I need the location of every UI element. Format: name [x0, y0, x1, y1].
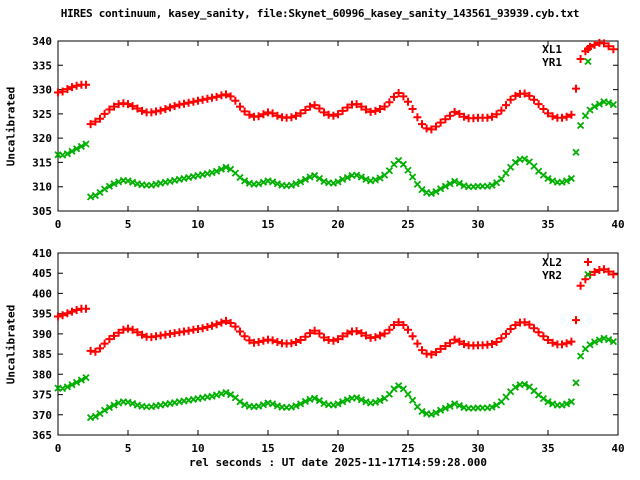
series-yr2-markers — [54, 334, 618, 422]
x-tick-label: 15 — [261, 442, 274, 455]
legend-label-xl2: XL2 — [542, 256, 562, 269]
chart-title: HIRES continuum, kasey_sanity, file:Skyn… — [60, 7, 580, 20]
y-tick-label: 385 — [32, 348, 52, 361]
x-axis-label: rel seconds : UT date 2025-11-17T14:59:2… — [188, 456, 487, 469]
x-tick-label: 0 — [55, 442, 62, 455]
legend-label-yr1: YR1 — [542, 56, 562, 69]
y-tick-label: 340 — [32, 35, 52, 48]
y-tick-label: 325 — [32, 108, 52, 121]
axis-ticks — [57, 252, 619, 436]
x-tick-label: 5 — [125, 442, 132, 455]
x-tick-label: 20 — [331, 442, 344, 455]
x-tick-label: 5 — [125, 218, 132, 231]
y-tick-label: 370 — [32, 409, 52, 422]
axis-ticks — [57, 40, 619, 212]
legend-label-yr2: YR2 — [542, 269, 562, 282]
legend-sample-xl2 — [584, 258, 592, 266]
x-tick-label: 30 — [471, 218, 484, 231]
series-yr1-markers — [54, 98, 618, 201]
y-tick-label: 365 — [32, 429, 52, 442]
x-tick-label: 35 — [541, 218, 554, 231]
legend-sample-xl1 — [584, 45, 592, 53]
x-tick-label: 20 — [331, 218, 344, 231]
legend-label-xl1: XL1 — [542, 43, 562, 56]
x-tick-label: 30 — [471, 442, 484, 455]
y-tick-label: 305 — [32, 205, 52, 218]
x-tick-label: 10 — [191, 442, 204, 455]
x-tick-label: 40 — [611, 218, 624, 231]
x-tick-label: 10 — [191, 218, 204, 231]
x-tick-label: 25 — [401, 442, 414, 455]
x-tick-label: 0 — [55, 218, 62, 231]
y-tick-label: 320 — [32, 132, 52, 145]
series-xl2-markers — [54, 265, 618, 359]
legend-sample-yr2 — [584, 270, 592, 279]
y-tick-label: 380 — [32, 368, 52, 381]
y-tick-label: 390 — [32, 328, 52, 341]
x-tick-label: 15 — [261, 218, 274, 231]
y-axis-label-top: Uncalibrated — [4, 86, 18, 167]
x-tick-label: 25 — [401, 218, 414, 231]
y-axis-label-bottom: Uncalibrated — [4, 304, 18, 385]
y-tick-label: 405 — [32, 267, 52, 280]
y-tick-label: 400 — [32, 287, 52, 300]
y-tick-label: 335 — [32, 59, 52, 72]
y-tick-label: 375 — [32, 389, 52, 402]
y-tick-label: 330 — [32, 84, 52, 97]
y-tick-label: 315 — [32, 156, 52, 169]
x-tick-label: 40 — [611, 442, 624, 455]
x-tick-label: 35 — [541, 442, 554, 455]
series-xl1-markers — [54, 38, 618, 134]
y-tick-label: 410 — [32, 247, 52, 260]
y-tick-label: 310 — [32, 181, 52, 194]
legend-sample-yr1 — [584, 57, 592, 66]
y-tick-label: 395 — [32, 308, 52, 321]
